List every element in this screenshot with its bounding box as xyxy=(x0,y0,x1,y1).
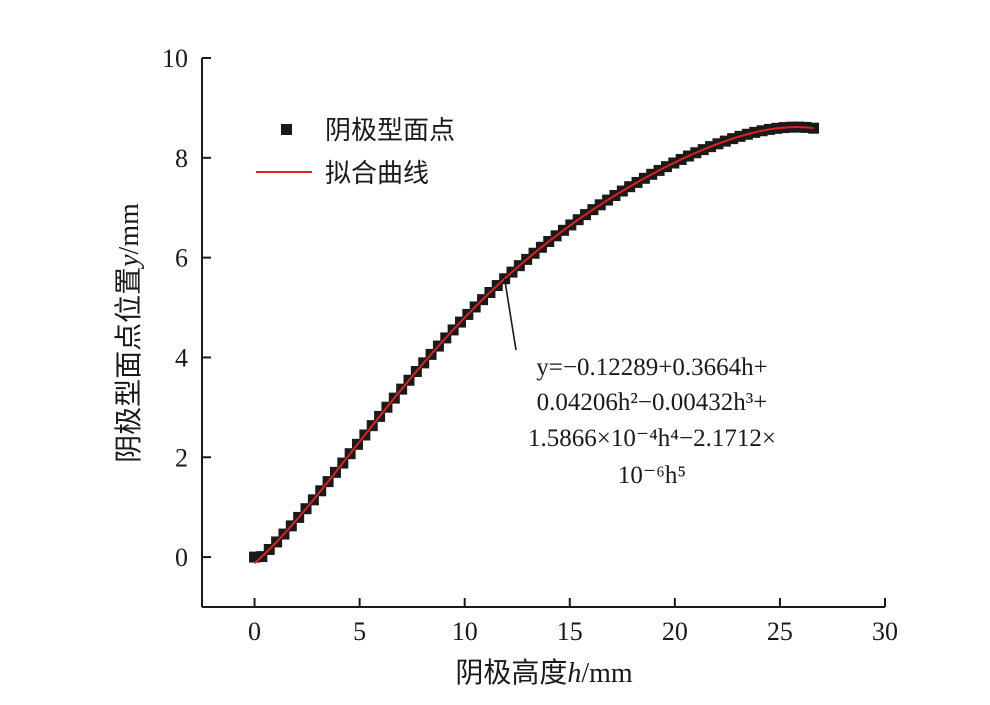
y-axis-title-part: y xyxy=(114,254,145,270)
x-axis-title-part: 阴极高度 xyxy=(455,656,567,689)
equation-line: y=−0.12289+0.3664h+ xyxy=(536,354,767,381)
x-tick-label: 25 xyxy=(767,617,793,646)
x-tick-label: 20 xyxy=(662,617,688,646)
x-tick-label: 30 xyxy=(872,617,898,646)
data-point xyxy=(249,551,261,563)
legend-label-fit: 拟合曲线 xyxy=(325,159,429,189)
y-tick-label: 0 xyxy=(175,543,188,572)
y-axis-title: 阴极型面点位置y/mm xyxy=(112,203,145,463)
x-tick-label: 5 xyxy=(353,617,366,646)
fit-annotation: y=−0.12289+0.3664h+ 0.04206h²−0.00432h³+ 1… xyxy=(503,278,776,489)
y-tick-label: 6 xyxy=(175,244,188,273)
x-tick-label: 0 xyxy=(248,617,261,646)
annotation-leader-line xyxy=(503,278,517,351)
y-tick-label: 10 xyxy=(162,44,188,73)
equation-line: 10⁻⁶h⁵ xyxy=(618,462,686,489)
equation-line: 0.04206h²−0.00432h³+ xyxy=(537,389,768,416)
x-tick-label: 10 xyxy=(452,617,478,646)
x-axis-title-part: h xyxy=(567,658,581,689)
x-axis-title-part: /mm xyxy=(581,658,633,689)
legend-marker-points xyxy=(281,124,292,135)
y-tick-label: 4 xyxy=(175,343,188,372)
y-tick-label: 8 xyxy=(175,144,188,173)
fit-line xyxy=(253,126,814,564)
equation-line: 1.5866×10⁻⁴h⁴−2.1712× xyxy=(528,425,776,452)
y-axis-title-part: 阴极型面点位置 xyxy=(112,267,145,463)
x-axis-title: 阴极高度h/mm xyxy=(455,656,633,689)
axes: 0 5 10 15 20 25 30 0 2 4 6 8 10 xyxy=(162,44,898,646)
x-tick-label: 15 xyxy=(557,617,583,646)
y-tick-label: 2 xyxy=(175,443,188,472)
legend-label-points: 阴极型面点 xyxy=(325,116,455,146)
y-axis-title-part: /mm xyxy=(114,203,145,255)
fit-curve-series xyxy=(253,126,814,564)
